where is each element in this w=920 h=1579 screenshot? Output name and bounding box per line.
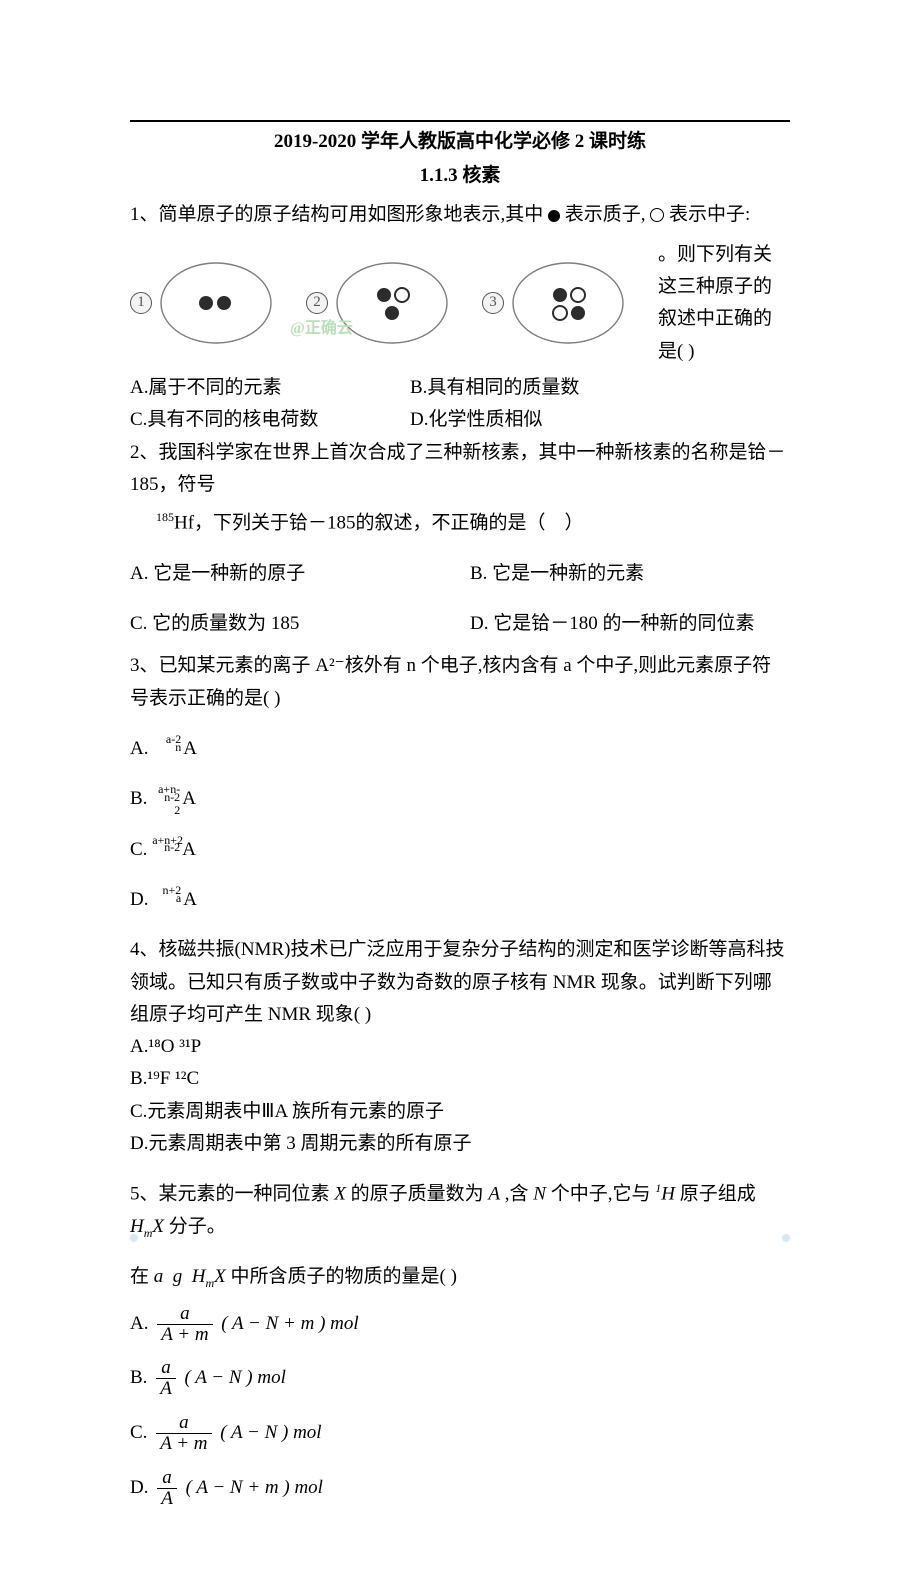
q1-atom-1: 1: [130, 259, 276, 347]
q1-diagram-row: 1 2 @正确云 3: [130, 239, 790, 368]
q2-sym-rest: Hf，下列关于铪－185的叙述，不正确的是（ ）: [174, 513, 584, 534]
q1-after: 。则下列有关这三种原子的叙述中正确的是( ): [658, 239, 790, 368]
q4-optB: B.¹⁹F ¹²C: [130, 1063, 790, 1095]
q2-stem-line1: 2、我国科学家在世界上首次合成了三种新核素，其中一种新核素的名称是铪－185，符…: [130, 437, 790, 502]
q2-optB: B. 它是一种新的元素: [470, 558, 644, 590]
q1-atom-2-num: 2: [306, 292, 328, 314]
q1-atom-1-num: 1: [130, 292, 152, 314]
q1-atom-2: 2 @正确云: [306, 259, 452, 347]
q5-optB: B. aA ( A − N ) mol: [130, 1354, 790, 1403]
q1-optB: B.具有相同的质量数: [410, 372, 579, 404]
q5-optD: D. aA ( A − N + m ) mol: [130, 1464, 790, 1513]
q4-stem: 4、核磁共振(NMR)技术已广泛应用于复杂分子结构的测定和医学诊断等高科技领域。…: [130, 934, 790, 1031]
footer-dots: [130, 1234, 790, 1242]
q2-optD: D. 它是铪－180 的一种新的同位素: [470, 608, 754, 640]
title-line1: 2019-2020 学年人教版高中化学必修 2 课时练: [130, 126, 790, 158]
q4-optD: D.元素周期表中第 3 周期元素的所有原子: [130, 1128, 790, 1160]
q1-atom-3: 3: [482, 259, 628, 347]
q2-opts-row2: C. 它的质量数为 185 D. 它是铪－180 的一种新的同位素: [130, 608, 790, 640]
q1-optA: A.属于不同的元素: [130, 372, 370, 404]
q1-optC: C.具有不同的核电荷数: [130, 404, 370, 436]
q2-optC: C. 它的质量数为 185: [130, 608, 430, 640]
proton-dot-icon: [548, 210, 560, 222]
q5-stem-line2: 在 a g HmX 中所含质子的物质的量是( ): [130, 1261, 790, 1293]
footer-dot-left: [130, 1234, 138, 1242]
q2-opts-row1: A. 它是一种新的原子 B. 它是一种新的元素: [130, 558, 790, 590]
q2-mass-sup: 185: [156, 510, 174, 524]
q3-optD: D. n+2aA: [130, 884, 790, 916]
q1-atom-2-svg: [332, 259, 452, 347]
q3-optC: C. a+n+2n-2A: [130, 834, 790, 866]
q4-optC: C.元素周期表中ⅢA 族所有元素的原子: [130, 1096, 790, 1128]
q1-atom-3-num: 3: [482, 292, 504, 314]
q3-stem: 3、已知某元素的离子 A²⁻核外有 n 个电子,核内含有 a 个中子,则此元素原…: [130, 650, 790, 715]
q1-optD: D.化学性质相似: [410, 404, 542, 436]
q1-stem-a: 1、简单原子的原子结构可用如图形象地表示,其中: [130, 204, 543, 225]
q5-optA: A. aA + m ( A − N + m ) mol: [130, 1300, 790, 1349]
q1-stem: 1、简单原子的原子结构可用如图形象地表示,其中 表示质子, 表示中子:: [130, 199, 790, 231]
q2-optA: A. 它是一种新的原子: [130, 558, 430, 590]
q1-stem-c: 表示中子:: [669, 204, 750, 225]
q1-stem-b: 表示质子,: [565, 204, 646, 225]
q3-optA: A. a-2nA: [130, 733, 790, 765]
q2-stem-line2: 185Hf，下列关于铪－185的叙述，不正确的是（ ）: [156, 507, 790, 540]
q1-atom-1-svg: [156, 259, 276, 347]
q1-opts-row2: C.具有不同的核电荷数 D.化学性质相似: [130, 404, 790, 436]
q4-optA: A.¹⁸O ³¹P: [130, 1031, 790, 1063]
q1-opts-row1: A.属于不同的元素 B.具有相同的质量数: [130, 372, 790, 404]
title-line2: 1.1.3 核素: [130, 160, 790, 192]
q1-atom-3-svg: [508, 259, 628, 347]
q3-optB: B. a+n-2n-2A: [130, 783, 790, 815]
neutron-circle-icon: [650, 208, 664, 222]
footer-dot-right: [782, 1234, 790, 1242]
q5-optC: C. aA + m ( A − N ) mol: [130, 1409, 790, 1458]
header-rule: [130, 120, 790, 122]
